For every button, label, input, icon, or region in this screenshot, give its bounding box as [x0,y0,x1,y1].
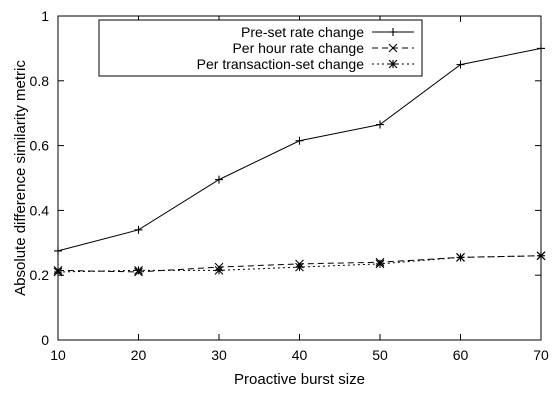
data-point [295,136,304,145]
x-tick-label: 30 [211,347,227,363]
data-point [536,251,546,261]
x-tick-label: 10 [50,347,66,363]
data-point [537,44,545,53]
series-0 [54,44,545,255]
data-point [375,259,385,269]
data-point [134,265,143,275]
x-axis-label: Proactive burst size [234,371,365,388]
y-axis-label: Absolute difference similarity metric [12,60,29,296]
data-point [456,60,465,69]
data-point [215,175,223,184]
y-tick-label: 0.4 [30,202,50,218]
legend-marker [389,28,397,36]
x-tick-label: 20 [131,347,147,363]
data-point [456,252,465,262]
data-point [214,265,224,275]
series-2 [53,251,546,277]
data-point [54,246,62,255]
series-line [57,47,542,252]
data-point [295,262,304,272]
legend-label: Per hour rate change [232,40,364,56]
y-tick-label: 0 [41,332,49,348]
y-tick-label: 0.2 [30,267,50,283]
legend-label: Pre-set rate change [241,24,364,40]
data-point [53,267,63,277]
legend-marker [388,43,398,53]
x-tick-label: 70 [533,347,549,363]
series-layer [53,44,546,277]
legend-box [98,19,423,77]
legend-marker [388,59,398,69]
data-point [134,225,143,234]
y-tick-label: 0.6 [30,138,50,154]
ticks: 10 20 30 40 50 60 70 0 0.2 0.4 0.6 0.8 1 [30,8,549,363]
x-tick-label: 40 [292,347,308,363]
data-point [376,120,384,129]
x-tick-label: 60 [453,347,469,363]
x-tick-label: 50 [372,347,388,363]
legend-label: Per transaction-set change [197,56,365,72]
y-tick-label: 1 [41,8,49,24]
y-tick-label: 0.8 [30,73,50,89]
